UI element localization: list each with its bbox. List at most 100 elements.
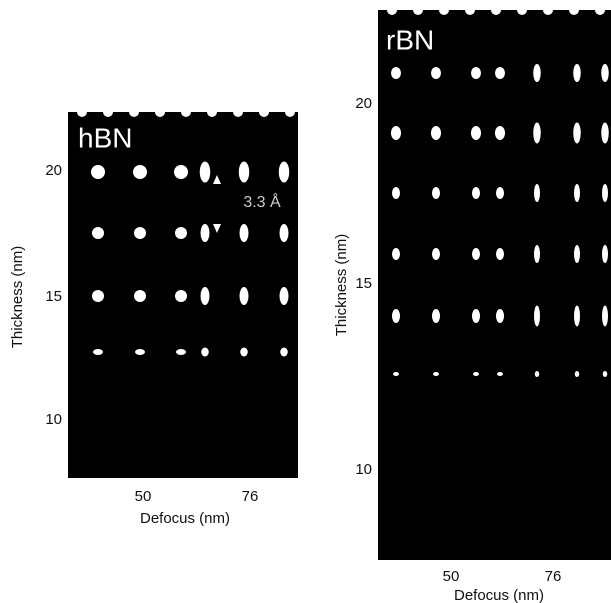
edge-notch — [155, 107, 165, 117]
lattice-spot — [473, 372, 479, 376]
lattice-spot — [601, 64, 609, 82]
lattice-spot — [534, 184, 540, 202]
edge-notch — [129, 107, 139, 117]
lattice-spot — [240, 287, 249, 305]
lattice-spot — [573, 64, 581, 82]
edge-notch — [413, 5, 423, 15]
figure: hBN 20 15 10 Thickness (nm) 50 76 Defocu… — [0, 0, 611, 603]
x-axis-title: Defocus (nm) — [140, 510, 230, 527]
lattice-spot — [534, 306, 540, 327]
edge-notch — [517, 5, 527, 15]
lattice-spot — [240, 348, 248, 357]
lattice-spot — [93, 349, 103, 355]
image-frame — [378, 10, 611, 560]
lattice-spot — [134, 227, 146, 239]
edge-notch — [439, 5, 449, 15]
edge-notch — [233, 107, 243, 117]
edge-notch — [285, 107, 295, 117]
lattice-spot — [601, 123, 609, 144]
lattice-spot — [239, 162, 250, 183]
lattice-spot — [471, 67, 481, 79]
lattice-spot — [392, 187, 400, 199]
lattice-spot — [92, 290, 104, 302]
rbn-panel: rBN 20 15 10 Thickness (nm) 50 76 Defocu… — [333, 5, 611, 603]
lattice-spot — [431, 67, 441, 79]
lattice-spot — [392, 248, 400, 260]
lattice-spot — [280, 224, 289, 242]
lattice-spot — [280, 287, 289, 305]
lattice-spot — [497, 372, 503, 376]
edge-notch — [465, 5, 475, 15]
lattice-spot — [533, 123, 541, 144]
lattice-spot — [602, 306, 608, 327]
lattice-spot — [533, 64, 541, 82]
edge-notch — [595, 5, 605, 15]
edge-notch — [207, 107, 217, 117]
x-tick-label: 76 — [242, 488, 259, 505]
lattice-spot — [534, 245, 540, 263]
lattice-spot — [135, 349, 145, 355]
lattice-spot — [574, 306, 580, 327]
lattice-spot — [574, 184, 580, 202]
y-axis-title: Thickness (nm) — [333, 234, 350, 337]
edge-notch — [103, 107, 113, 117]
lattice-spot — [602, 184, 608, 202]
lattice-spot — [535, 371, 540, 377]
lattice-spot — [201, 348, 209, 357]
lattice-spot — [432, 248, 440, 260]
y-tick-label: 10 — [355, 461, 372, 478]
y-tick-label: 10 — [45, 411, 62, 428]
lattice-spot — [175, 290, 187, 302]
lattice-spot — [201, 287, 210, 305]
lattice-spot — [432, 187, 440, 199]
lattice-spot — [472, 187, 480, 199]
lattice-spot — [574, 245, 580, 263]
edge-notch — [181, 107, 191, 117]
lattice-spot — [391, 67, 401, 79]
lattice-spot — [280, 348, 288, 357]
edge-notch — [77, 107, 87, 117]
edge-notch — [543, 5, 553, 15]
lattice-spot — [175, 227, 187, 239]
lattice-spot — [176, 349, 186, 355]
hbn-panel: hBN 20 15 10 Thickness (nm) 50 76 Defocu… — [9, 107, 298, 527]
y-tick-label: 20 — [355, 95, 372, 112]
lattice-spot — [471, 126, 481, 140]
x-tick-label: 50 — [443, 568, 460, 585]
edge-notch — [491, 5, 501, 15]
annotation: 3.3 Å — [243, 192, 281, 211]
lattice-spot — [133, 165, 147, 179]
lattice-spot — [495, 67, 505, 79]
lattice-spot — [602, 245, 608, 263]
lattice-spot — [432, 309, 440, 323]
x-axis-title: Defocus (nm) — [454, 587, 544, 603]
panel-label: hBN — [78, 122, 132, 153]
lattice-spot — [174, 165, 188, 179]
lattice-spot — [201, 224, 210, 242]
lattice-spot — [393, 372, 399, 376]
x-tick-label: 50 — [135, 488, 152, 505]
lattice-spot — [431, 126, 441, 140]
lattice-spot — [472, 309, 480, 323]
edge-notch — [259, 107, 269, 117]
lattice-spot — [496, 309, 504, 323]
lattice-spot — [496, 187, 504, 199]
y-tick-label: 15 — [45, 288, 62, 305]
panel-label: rBN — [386, 24, 434, 55]
x-tick-label: 76 — [545, 568, 562, 585]
lattice-spot — [603, 371, 608, 377]
lattice-spot — [433, 372, 439, 376]
lattice-spot — [91, 165, 105, 179]
lattice-spot — [496, 248, 504, 260]
lattice-spot — [495, 126, 505, 140]
lattice-spot — [200, 162, 211, 183]
y-axis-title: Thickness (nm) — [9, 246, 26, 349]
lattice-spot — [391, 126, 401, 140]
y-tick-label: 20 — [45, 162, 62, 179]
edge-notch — [569, 5, 579, 15]
lattice-spot — [92, 227, 104, 239]
lattice-spot — [279, 162, 290, 183]
lattice-spot — [134, 290, 146, 302]
lattice-spot — [240, 224, 249, 242]
lattice-spot — [575, 371, 580, 377]
